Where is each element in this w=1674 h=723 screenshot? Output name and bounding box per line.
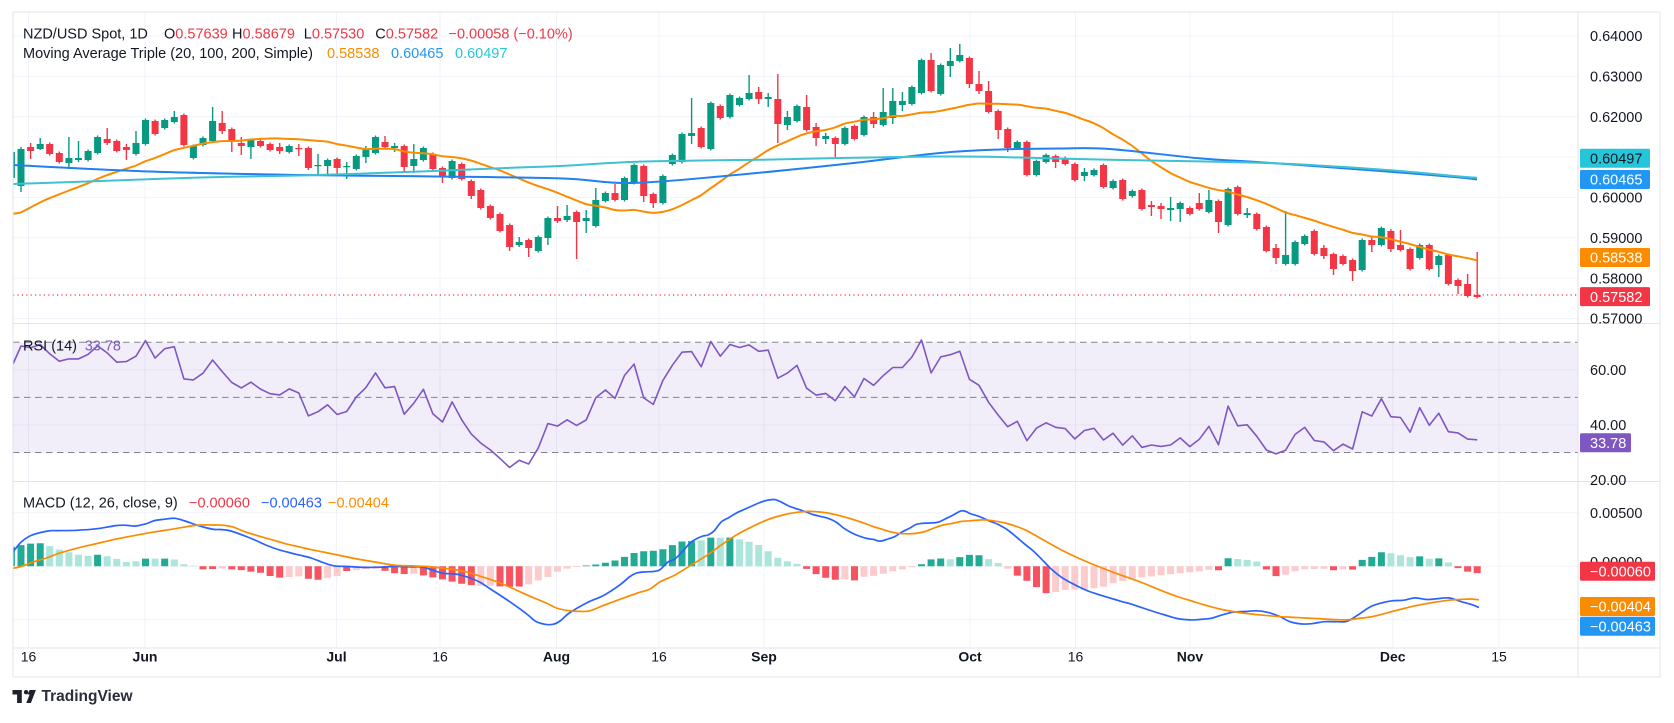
svg-text:−0.00060: −0.00060 <box>1590 564 1651 580</box>
svg-text:NZD/USD Spot, 1D: NZD/USD Spot, 1D <box>23 27 148 43</box>
svg-text:0.59000: 0.59000 <box>1590 231 1642 247</box>
svg-text:0.60000: 0.60000 <box>1590 191 1642 207</box>
svg-text:−0.00404: −0.00404 <box>1590 600 1651 616</box>
svg-text:Dec: Dec <box>1380 649 1406 665</box>
svg-text:−0.00463: −0.00463 <box>261 496 322 512</box>
svg-text:0.58000: 0.58000 <box>1590 271 1642 287</box>
svg-text:0.60497: 0.60497 <box>455 46 507 62</box>
svg-text:L0.57530: L0.57530 <box>304 27 365 43</box>
svg-text:0.60465: 0.60465 <box>1590 173 1642 189</box>
svg-text:Nov: Nov <box>1177 649 1204 665</box>
svg-text:0.57582: 0.57582 <box>1590 290 1642 306</box>
svg-text:40.00: 40.00 <box>1590 418 1626 434</box>
svg-text:C0.57582: C0.57582 <box>375 27 438 43</box>
svg-text:−0.00058 (−0.10%): −0.00058 (−0.10%) <box>449 27 573 43</box>
svg-text:Oct: Oct <box>958 649 982 665</box>
svg-text:0.57000: 0.57000 <box>1590 312 1642 328</box>
svg-text:Jul: Jul <box>326 649 346 665</box>
svg-text:RSI (14): RSI (14) <box>23 339 77 355</box>
svg-text:60.00: 60.00 <box>1590 363 1626 379</box>
svg-text:15: 15 <box>1491 649 1507 665</box>
svg-text:16: 16 <box>21 649 37 665</box>
svg-text:−0.00404: −0.00404 <box>328 496 389 512</box>
svg-text:O0.57639: O0.57639 <box>164 27 228 43</box>
svg-text:16: 16 <box>651 649 667 665</box>
svg-text:0.60497: 0.60497 <box>1590 152 1642 168</box>
svg-text:16: 16 <box>1068 649 1084 665</box>
svg-text:Moving Average Triple (20, 100: Moving Average Triple (20, 100, 200, Sim… <box>23 46 313 62</box>
svg-text:0.63000: 0.63000 <box>1590 70 1642 86</box>
svg-text:16: 16 <box>432 649 448 665</box>
svg-text:Aug: Aug <box>543 649 570 665</box>
svg-text:0.00500: 0.00500 <box>1590 506 1642 522</box>
svg-text:0.62000: 0.62000 <box>1590 110 1642 126</box>
svg-text:−0.00060: −0.00060 <box>189 496 250 512</box>
svg-text:Sep: Sep <box>751 649 777 665</box>
svg-text:MACD (12, 26, close, 9): MACD (12, 26, close, 9) <box>23 496 178 512</box>
svg-text:33.78: 33.78 <box>85 339 121 355</box>
svg-text:0.58538: 0.58538 <box>327 46 379 62</box>
svg-text:TradingView: TradingView <box>42 688 134 705</box>
svg-text:−0.00463: −0.00463 <box>1590 620 1651 636</box>
svg-text:H0.58679: H0.58679 <box>232 27 295 43</box>
svg-text:33.78: 33.78 <box>1590 436 1626 452</box>
svg-text:0.58538: 0.58538 <box>1590 251 1642 267</box>
svg-text:20.00: 20.00 <box>1590 473 1626 489</box>
svg-text:0.64000: 0.64000 <box>1590 29 1642 45</box>
svg-text:Jun: Jun <box>133 649 158 665</box>
svg-text:0.60465: 0.60465 <box>391 46 443 62</box>
